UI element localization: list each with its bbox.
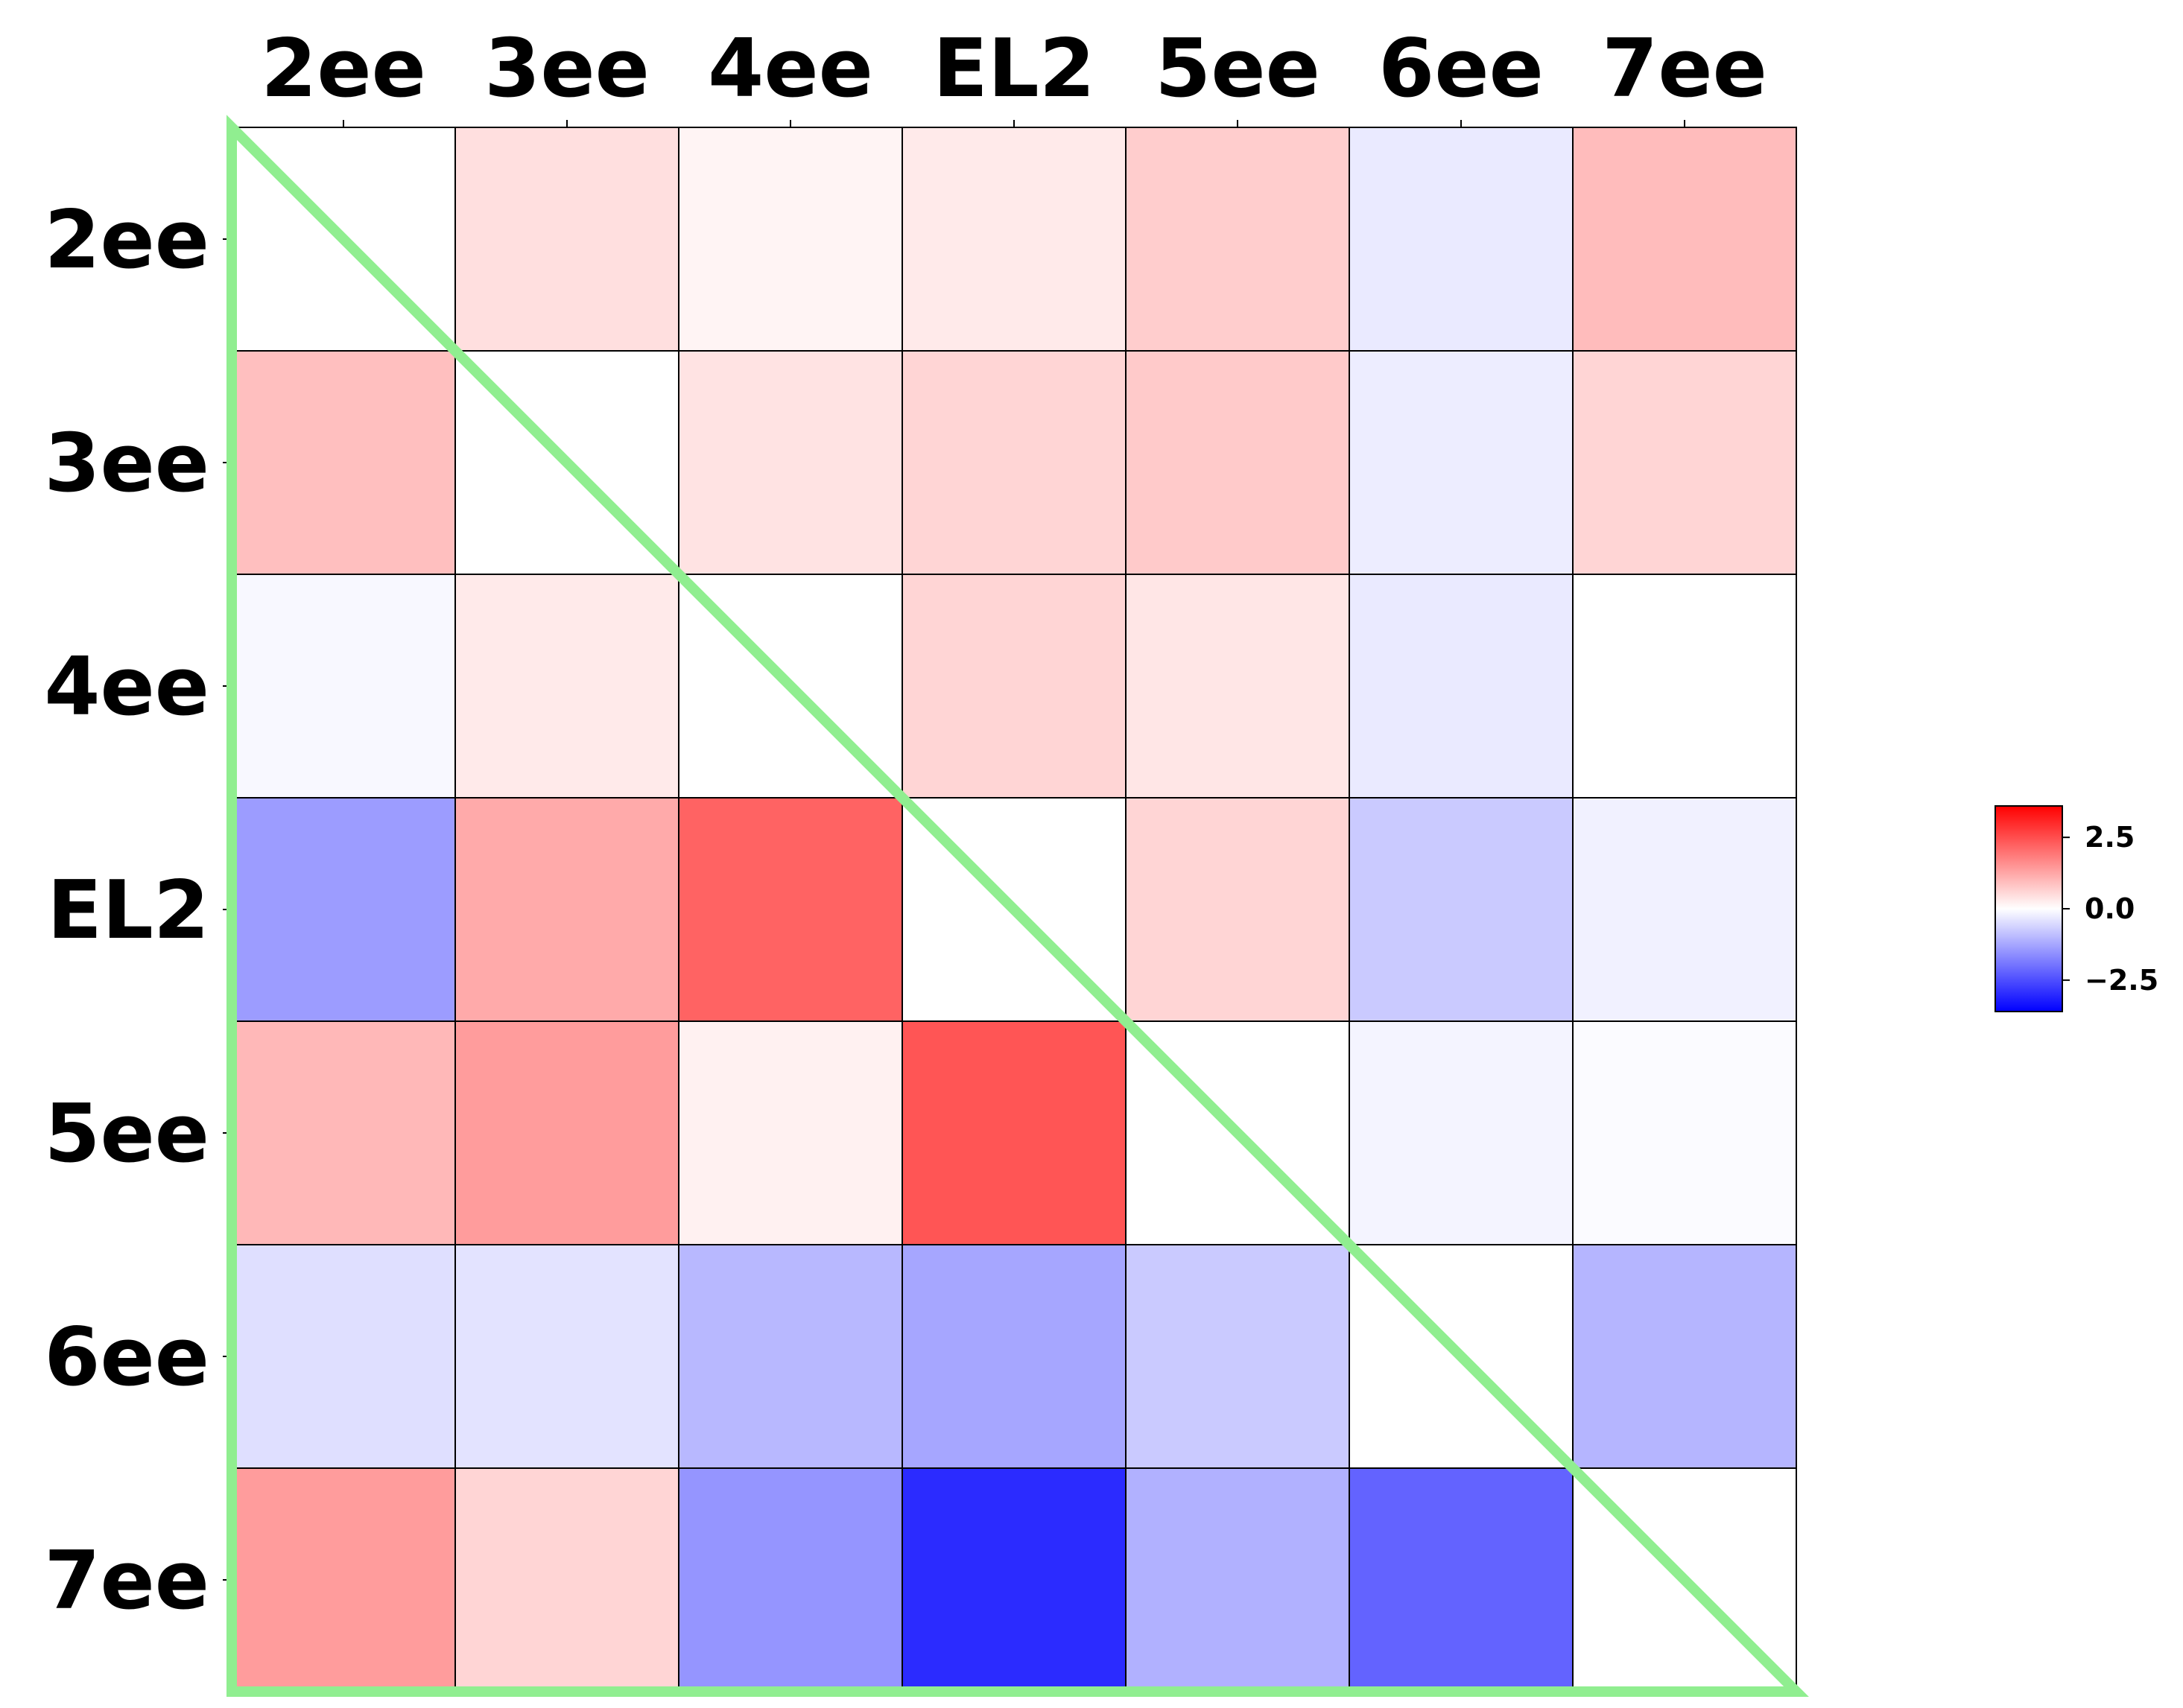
heatmap-cell-7ee-EL2 [902,1467,1127,1692]
heatmap-cell-3ee-5ee [1125,350,1350,575]
heatmap-cell-5ee-6ee [1349,1020,1574,1245]
heatmap-cell-EL2-6ee [1349,797,1574,1022]
x-tick-label: EL2 [933,22,1095,115]
heatmap-cell-EL2-5ee [1125,797,1350,1022]
heatmap-cell-4ee-2ee [231,574,456,799]
overlay-triangle [226,115,1809,1697]
heatmap-cell-EL2-2ee [231,797,456,1022]
colorbar-tick-label: 2.5 [2085,821,2135,854]
x-tick-label: 5ee [1155,22,1320,115]
heatmap-cell-6ee-3ee [454,1244,679,1469]
heatmap-cell-3ee-6ee [1349,350,1574,575]
heatmap-cell-EL2-7ee [1572,797,1797,1022]
heatmap-cell-7ee-6ee [1349,1467,1574,1692]
y-tick-label: 4ee [44,641,209,734]
heatmap-cell-2ee-EL2 [902,127,1127,352]
heatmap-cell-6ee-5ee [1125,1244,1350,1469]
y-tick-label: EL2 [47,864,209,957]
heatmap-cell-5ee-2ee [231,1020,456,1245]
heatmap-cell-4ee-6ee [1349,574,1574,799]
heatmap-cell-4ee-3ee [454,574,679,799]
heatmap-cell-7ee-5ee [1125,1467,1350,1692]
x-tick-label: 6ee [1378,22,1544,115]
triangle-overlay [226,115,1809,1697]
y-axis-ticks: 2ee 3ee 4ee EL2 5ee 6ee 7ee [44,194,232,1628]
x-tick-label: 7ee [1602,22,1767,115]
heatmap-cell-7ee-2ee [231,1467,456,1692]
heatmap-cell-4ee-5ee [1125,574,1350,799]
x-tick-label: 4ee [708,22,873,115]
heatmap-cell-6ee-7ee [1572,1244,1797,1469]
heatmap-cell-3ee-4ee [678,350,903,575]
heatmap-cell-5ee-3ee [454,1020,679,1245]
heatmap-cell-2ee-4ee [678,127,903,352]
heatmap-cell-7ee-4ee [678,1467,903,1692]
heatmap-cell-3ee-EL2 [902,350,1127,575]
heatmap-cell-2ee-3ee [454,127,679,352]
colorbar-gradient [1995,805,2063,1012]
heatmap-cells [231,127,1797,1692]
heatmap-cell-EL2-3ee [454,797,679,1022]
heatmap-cell-4ee-EL2 [902,574,1127,799]
heatmap-cell-5ee-4ee [678,1020,903,1245]
x-axis-ticks: 2ee 3ee 4ee EL2 5ee 6ee 7ee [261,22,1767,127]
heatmap-cell-2ee-6ee [1349,127,1574,352]
heatmap-cell-5ee-EL2 [902,1020,1127,1245]
heatmap-cell-6ee-4ee [678,1244,903,1469]
heatmap-cell-3ee-2ee [231,350,456,575]
heatmap-cell-3ee-7ee [1572,350,1797,575]
heatmap-cell-4ee-7ee [1572,574,1797,799]
heatmap-cell-2ee-7ee [1572,127,1797,352]
heatmap-cell-2ee-5ee [1125,127,1350,352]
heatmap-cell-7ee-3ee [454,1467,679,1692]
x-tick-label: 3ee [484,22,650,115]
heatmap-cell-6ee-2ee [231,1244,456,1469]
colorbar-tick-label: −2.5 [2085,964,2158,997]
y-tick-label: 7ee [44,1534,209,1628]
y-tick-label: 5ee [44,1088,209,1181]
colorbar-tick-label: 0.0 [2085,892,2135,925]
heatmap-cell-6ee-EL2 [902,1244,1127,1469]
x-tick-label: 2ee [261,22,426,115]
heatmap-cell-5ee-7ee [1572,1020,1797,1245]
y-tick-label: 2ee [44,194,209,287]
y-tick-label: 3ee [44,417,209,510]
y-tick-label: 6ee [44,1311,209,1404]
heatmap-cell-EL2-4ee [678,797,903,1022]
colorbar: 2.5 0.0 −2.5 [1995,805,2158,1012]
